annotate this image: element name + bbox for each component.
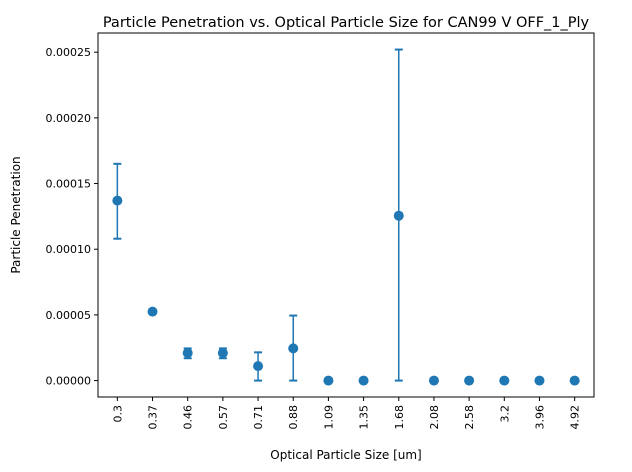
x-tick-label: 0.3 (111, 405, 124, 423)
y-tick-label: 0.00020 (46, 112, 92, 125)
x-tick-label: 0.37 (147, 405, 160, 430)
data-point (358, 375, 369, 386)
data-point (253, 361, 264, 372)
y-tick-label: 0.00000 (46, 375, 92, 388)
x-tick-label: 0.71 (252, 405, 265, 430)
data-point (534, 375, 545, 386)
x-tick-label: 4.92 (569, 405, 582, 430)
y-tick-label: 0.00015 (46, 178, 92, 191)
x-tick-label: 1.68 (393, 405, 406, 430)
data-point (288, 343, 299, 354)
data-point (217, 347, 228, 358)
data-point (147, 306, 158, 317)
data-point (464, 375, 475, 386)
data-point (182, 347, 193, 358)
y-axis-label: Particle Penetration (9, 156, 23, 273)
chart-title: Particle Penetration vs. Optical Particl… (103, 15, 590, 31)
x-tick-label: 0.46 (182, 405, 195, 430)
data-point (499, 375, 510, 386)
data-point (428, 375, 439, 386)
x-tick-label: 1.09 (322, 405, 335, 430)
x-axis-label: Optical Particle Size [um] (270, 448, 421, 462)
x-tick-label: 2.08 (428, 405, 441, 430)
data-point (393, 210, 404, 221)
x-tick-label: 3.96 (533, 405, 546, 430)
plot-frame (97, 32, 595, 398)
x-tick-label: 0.57 (217, 405, 230, 430)
data-point (569, 375, 580, 386)
x-tick-label: 3.2 (498, 405, 511, 423)
data-point (112, 195, 123, 206)
data-point (323, 375, 334, 386)
y-tick-label: 0.00010 (46, 243, 92, 256)
x-tick-label: 2.58 (463, 405, 476, 430)
x-tick-label: 0.88 (287, 405, 300, 430)
y-tick-label: 0.00005 (46, 309, 92, 322)
plot-area (112, 48, 580, 386)
x-tick-label: 1.35 (358, 405, 371, 430)
y-tick-label: 0.00025 (46, 46, 92, 59)
